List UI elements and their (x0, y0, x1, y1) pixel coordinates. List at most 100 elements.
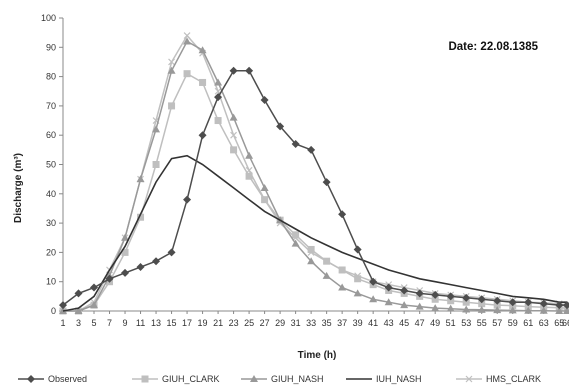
data-point (462, 298, 470, 306)
data-point (338, 283, 347, 291)
x-tick-label: 43 (384, 318, 394, 328)
data-point (462, 305, 471, 313)
x-tick-label: 51 (446, 318, 456, 328)
x-tick-label: 7 (107, 318, 112, 328)
data-point (478, 300, 486, 308)
data-point (322, 178, 331, 187)
x-tick-label: 19 (198, 318, 208, 328)
x-tick-label: 65 (554, 318, 564, 328)
data-point (121, 268, 130, 277)
data-point (214, 78, 223, 86)
data-point (493, 296, 502, 305)
data-point (291, 139, 300, 148)
data-point (261, 196, 269, 204)
data-point (431, 295, 439, 303)
data-point (322, 271, 331, 279)
data-point (446, 304, 455, 312)
data-point (307, 145, 316, 154)
data-point (214, 93, 223, 102)
x-tick-label: 47 (415, 318, 425, 328)
data-point (524, 298, 533, 307)
x-tick-label: 9 (123, 318, 128, 328)
data-point (493, 306, 502, 314)
x-tick-label: 17 (182, 318, 192, 328)
data-point (183, 70, 191, 78)
data-point (384, 298, 393, 306)
y-tick-label: 70 (46, 101, 56, 111)
legend: Observed GIUH_CLARK GIUH_NASH IUH_NASH HMS_C… (18, 374, 541, 384)
data-point (291, 239, 300, 247)
data-point (229, 66, 238, 75)
x-tick-label: 3 (76, 318, 81, 328)
series-observed (59, 66, 569, 310)
data-point (168, 102, 176, 110)
x-tick-label: 59 (508, 318, 518, 328)
data-point (90, 283, 99, 292)
x-axis-title: Time (h) (298, 350, 337, 361)
x-tick-label: 21 (213, 318, 223, 328)
data-point (167, 248, 176, 257)
y-tick-label: 30 (46, 218, 56, 228)
x-tick-label: 11 (136, 318, 145, 328)
data-point (198, 131, 207, 140)
data-point (121, 233, 130, 241)
data-point (563, 301, 569, 310)
x-tick-label: 57 (492, 318, 502, 328)
data-point (229, 113, 238, 121)
data-point (400, 301, 409, 309)
y-tick-label: 40 (46, 189, 56, 199)
series-line (63, 34, 568, 312)
legend-label: Observed (48, 374, 87, 384)
y-tick-label: 20 (46, 247, 56, 257)
data-point (152, 257, 161, 266)
x-tick-label: 23 (229, 318, 239, 328)
x-tick-label: 39 (353, 318, 363, 328)
data-point (141, 375, 149, 383)
data-point (198, 46, 207, 54)
x-tick-label: 55 (477, 318, 487, 328)
data-point (384, 283, 393, 292)
data-point (323, 257, 331, 265)
data-point (555, 307, 564, 314)
data-point (230, 146, 238, 154)
data-point (353, 289, 362, 297)
data-point (508, 298, 517, 307)
data-point (214, 117, 222, 125)
data-point (353, 245, 362, 254)
data-point (447, 297, 455, 305)
series-line (62, 154, 567, 312)
data-point (59, 301, 67, 310)
x-tick-label: 63 (539, 318, 549, 328)
x-tick-label: 15 (167, 318, 177, 328)
x-ticks: 1 3 5 7 9 11 13 15 17 19 21 23 25 27 29 31 33 35 37 39 41 43 4… (60, 311, 569, 328)
x-tick-label: 53 (461, 318, 471, 328)
data-point (431, 304, 440, 312)
data-point (152, 161, 160, 168)
data-point (260, 183, 269, 191)
x-tick-label: 41 (368, 318, 378, 328)
data-point (121, 248, 129, 256)
x-tick-label: 25 (244, 318, 254, 328)
data-point (136, 175, 145, 183)
data-point (136, 263, 145, 272)
data-point (539, 306, 548, 314)
data-point (74, 289, 83, 298)
data-point (292, 231, 300, 239)
date-annotation: Date: 22.08.1385 (448, 41, 538, 53)
y-tick-label: 0 (51, 306, 56, 316)
data-point (477, 305, 486, 313)
data-point (462, 293, 471, 302)
data-point (245, 66, 254, 75)
data-point (250, 375, 258, 382)
data-point (199, 78, 207, 86)
data-point (354, 275, 362, 283)
x-tick-label: 27 (260, 318, 270, 328)
data-point (152, 125, 161, 133)
data-point (369, 277, 378, 286)
data-point (415, 289, 424, 298)
data-point (431, 290, 440, 299)
data-point (465, 375, 473, 383)
series-giuh-nash (59, 37, 569, 314)
data-point (183, 32, 191, 40)
